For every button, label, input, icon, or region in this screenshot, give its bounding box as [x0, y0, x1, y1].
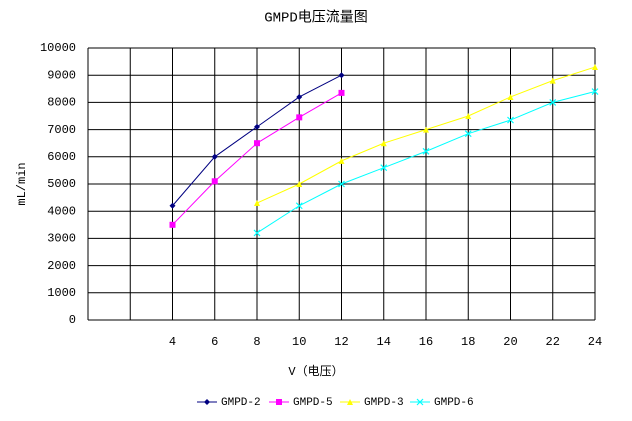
marker [276, 399, 282, 405]
marker [549, 98, 557, 106]
legend-label: GMPD-5 [293, 397, 333, 409]
x-tick-label: 24 [588, 335, 602, 349]
x-tick-label: 16 [419, 335, 433, 349]
marker [465, 113, 472, 119]
marker [380, 140, 387, 147]
marker [507, 116, 514, 124]
marker [338, 180, 345, 188]
marker [296, 181, 303, 187]
marker [253, 229, 261, 237]
marker [169, 221, 176, 228]
y-tick-label: 5000 [47, 177, 76, 191]
x-tick-label: 20 [503, 335, 517, 349]
marker [295, 202, 303, 210]
x-tick-label: 14 [377, 335, 391, 349]
x-tick-label: 22 [546, 335, 560, 349]
marker [296, 114, 303, 121]
marker [254, 200, 260, 207]
x-axis-label: V（电压） [288, 364, 343, 379]
x-tick-label: 4 [169, 335, 176, 349]
y-tick-label: 7000 [47, 123, 76, 137]
y-tick-label: 0 [69, 313, 76, 327]
legend-label: GMPD-2 [221, 397, 261, 409]
legend-label: GMPD-3 [364, 397, 404, 409]
marker [347, 399, 353, 405]
marker [416, 398, 424, 406]
chart-title: GMPD电压流量图 [264, 10, 368, 27]
marker [591, 88, 599, 95]
y-axis-label: mL/min [15, 162, 29, 205]
legend-label: GMPD-6 [434, 397, 474, 409]
y-tick-label: 3000 [47, 232, 76, 246]
x-tick-label: 8 [253, 335, 260, 349]
y-tick-label: 1000 [47, 286, 76, 300]
marker [296, 93, 303, 100]
marker [338, 157, 345, 164]
x-tick-label: 6 [211, 335, 218, 349]
y-tick-label: 6000 [47, 150, 76, 164]
marker [338, 89, 345, 96]
marker [204, 399, 210, 405]
marker [254, 140, 260, 147]
marker [549, 77, 556, 84]
marker [380, 164, 388, 172]
marker [592, 64, 598, 71]
marker [338, 72, 345, 79]
marker [169, 202, 176, 209]
x-tick-label: 12 [334, 335, 348, 349]
y-tick-label: 9000 [47, 68, 76, 82]
y-tick-label: 2000 [47, 259, 76, 273]
marker [423, 126, 429, 133]
y-tick-label: 10000 [40, 41, 76, 55]
marker [254, 123, 260, 130]
x-tick-label: 18 [461, 335, 475, 349]
marker [507, 93, 514, 100]
marker [422, 147, 430, 155]
y-tick-label: 4000 [47, 204, 76, 218]
x-tick-label: 10 [292, 335, 306, 349]
marker [464, 130, 472, 138]
y-tick-label: 8000 [47, 96, 76, 110]
marker [211, 178, 218, 185]
marker [211, 153, 218, 160]
